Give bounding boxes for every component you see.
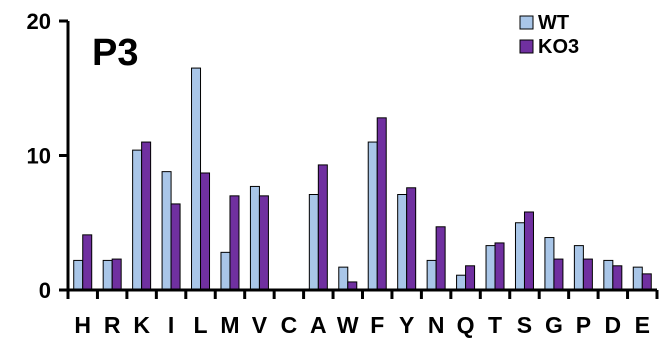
category-label: G	[545, 312, 563, 338]
bar-wt-P	[573, 245, 584, 291]
bar-ko3-Y	[406, 187, 417, 291]
bar-ko3-H	[82, 234, 93, 291]
bar-ko3-M	[229, 195, 240, 291]
bar-wt-F	[367, 141, 378, 291]
y-tick-label: 0	[39, 278, 51, 303]
category-label: C	[281, 312, 298, 338]
x-ticks-group	[66, 290, 659, 299]
category-label: R	[104, 312, 121, 338]
bar-wt-A	[308, 194, 319, 291]
bar-wt-V	[249, 185, 260, 291]
bar-ko3-K	[141, 141, 152, 291]
category-label: L	[193, 312, 207, 338]
legend-swatch-ko3	[519, 39, 534, 54]
category-label: E	[635, 312, 650, 338]
bar-ko3-D	[612, 265, 623, 291]
bar-wt-D	[603, 259, 614, 291]
bar-ko3-F	[376, 117, 387, 291]
bar-wt-G	[544, 237, 555, 291]
bar-wt-L	[191, 67, 202, 291]
bar-wt-T	[485, 245, 496, 291]
category-label: K	[133, 312, 150, 338]
category-label: D	[605, 312, 622, 338]
bar-ko3-I	[170, 203, 181, 291]
bar-wt-R	[102, 259, 113, 291]
bar-ko3-A	[317, 164, 328, 291]
bar-wt-Q	[456, 274, 467, 291]
category-label: T	[488, 312, 502, 338]
category-label: N	[428, 312, 445, 338]
bar-ko3-G	[553, 258, 564, 291]
category-label: P	[576, 312, 591, 338]
bar-ko3-S	[523, 211, 534, 291]
legend-label-ko3: KO3	[538, 36, 579, 58]
legend-label-wt: WT	[538, 12, 569, 34]
bar-wt-N	[426, 259, 437, 291]
bar-wt-H	[73, 259, 84, 291]
legend-swatch-wt	[519, 15, 534, 30]
category-label: F	[370, 312, 384, 338]
bar-wt-I	[161, 171, 172, 291]
chart-title: P3	[92, 32, 138, 74]
y-tick-label: 10	[27, 144, 51, 169]
bar-wt-M	[220, 251, 231, 291]
bar-ko3-P	[582, 258, 593, 291]
y-tick-label: 20	[27, 9, 51, 34]
bar-ko3-V	[258, 195, 269, 291]
category-label: H	[74, 312, 91, 338]
category-label: Y	[399, 312, 414, 338]
category-label: V	[252, 312, 268, 338]
category-label: W	[337, 312, 359, 338]
bar-ko3-R	[111, 258, 122, 291]
category-label: A	[310, 312, 327, 338]
bar-ko3-L	[200, 172, 211, 291]
bar-ko3-T	[494, 242, 505, 291]
bar-ko3-E	[641, 273, 652, 291]
bar-wt-E	[632, 266, 643, 291]
bar-wt-S	[514, 222, 525, 291]
y-ticks-group: 0 10 20	[27, 9, 68, 303]
category-label: I	[168, 312, 174, 338]
bar-ko3-N	[435, 226, 446, 291]
axes-group	[66, 21, 657, 292]
bar-ko3-Q	[465, 265, 476, 291]
bar-wt-K	[132, 149, 143, 291]
bar-wt-Y	[397, 194, 408, 291]
bars-group	[73, 67, 652, 291]
category-label: M	[220, 312, 239, 338]
category-label: S	[517, 312, 532, 338]
category-label: Q	[457, 312, 475, 338]
bar-wt-W	[338, 266, 349, 291]
